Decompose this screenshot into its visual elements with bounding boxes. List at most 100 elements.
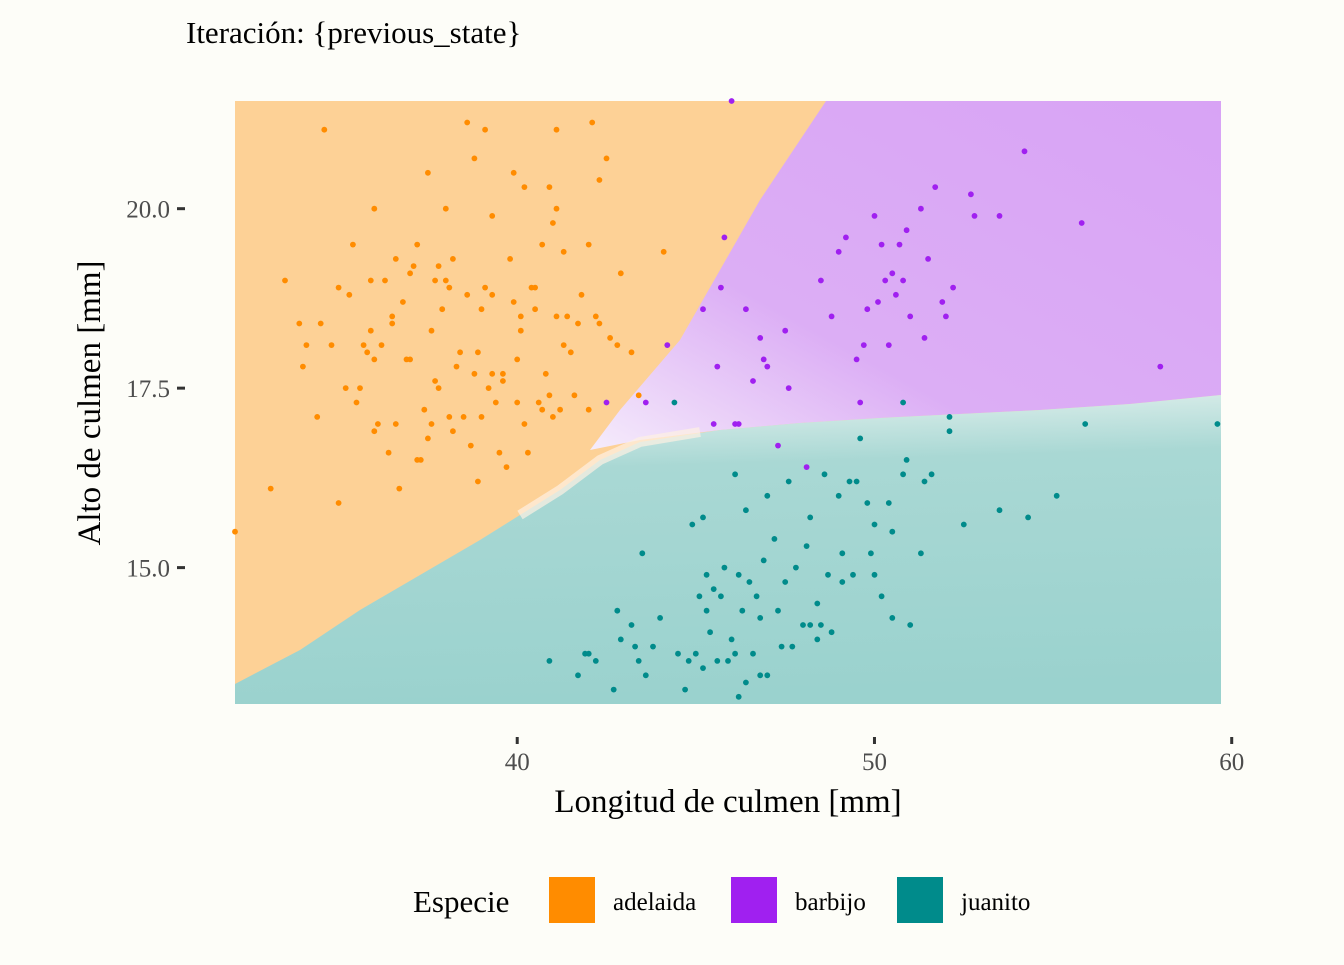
point-juanito (710, 586, 717, 592)
point-juanito (818, 622, 824, 628)
point-adelaida (442, 277, 449, 284)
point-adelaida (342, 385, 349, 391)
point-juanito (793, 564, 799, 571)
point-adelaida (489, 213, 496, 219)
point-adelaida (596, 177, 603, 183)
legend-label-juanito: juanito (960, 889, 1030, 916)
point-adelaida (521, 421, 528, 427)
point-juanito (757, 672, 764, 679)
point-adelaida (492, 399, 499, 406)
point-adelaida (478, 306, 485, 313)
point-adelaida (389, 313, 396, 320)
x-tick-label: 60 (1219, 749, 1244, 776)
point-juanito (864, 500, 871, 506)
point-juanito (682, 686, 688, 693)
point-adelaida (392, 421, 399, 427)
point-adelaida (475, 478, 481, 485)
point-adelaida (557, 406, 563, 413)
point-juanito (700, 665, 706, 671)
point-adelaida (532, 306, 538, 313)
point-adelaida (367, 277, 374, 284)
point-adelaida (535, 399, 542, 406)
point-adelaida (546, 184, 553, 191)
legend-swatch-adelaida (549, 877, 595, 923)
point-barbijo (843, 234, 849, 241)
point-adelaida (403, 356, 410, 363)
point-adelaida (589, 119, 596, 126)
point-barbijo (932, 184, 939, 191)
point-adelaida (357, 385, 363, 391)
point-barbijo (782, 327, 789, 334)
point-adelaida (553, 205, 560, 212)
x-tick-label: 40 (505, 749, 530, 776)
point-adelaida (432, 378, 438, 384)
point-juanito (789, 643, 796, 650)
point-barbijo (721, 234, 728, 241)
point-barbijo (750, 378, 756, 384)
point-adelaida (514, 399, 521, 406)
point-barbijo (864, 306, 871, 313)
point-adelaida (303, 342, 310, 348)
point-adelaida (564, 313, 571, 320)
point-adelaida (450, 256, 456, 262)
point-barbijo (996, 213, 1003, 219)
y-tick-label: 15.0 (126, 556, 170, 583)
point-barbijo (907, 313, 914, 320)
point-adelaida (428, 327, 435, 334)
point-adelaida (660, 248, 667, 255)
point-juanito (696, 593, 703, 600)
point-juanito (857, 435, 864, 442)
point-adelaida (371, 356, 378, 363)
point-adelaida (553, 126, 560, 133)
point-barbijo (971, 213, 978, 219)
point-barbijo (893, 291, 899, 298)
point-barbijo (603, 399, 610, 406)
point-adelaida (503, 464, 510, 470)
point-juanito (635, 658, 642, 664)
point-adelaida (482, 284, 488, 291)
point-adelaida (528, 284, 535, 291)
point-juanito (546, 658, 553, 664)
point-barbijo (835, 248, 842, 255)
point-adelaida (282, 277, 288, 284)
x-axis-title: Longitud de culmen [mm] (554, 784, 901, 820)
point-adelaida (542, 370, 549, 377)
point-barbijo (860, 342, 867, 348)
point-juanito (960, 521, 967, 528)
x-axis: 40 50 60 (505, 737, 1244, 776)
chart-title: Iteración: {previous_state} (186, 15, 521, 50)
point-adelaida (550, 220, 556, 226)
point-barbijo (803, 464, 810, 470)
point-barbijo (743, 306, 749, 313)
point-juanito (900, 471, 906, 478)
point-adelaida (428, 421, 435, 427)
point-barbijo (764, 363, 771, 370)
point-juanito (803, 543, 810, 549)
point-juanito (743, 679, 749, 686)
point-adelaida (617, 270, 624, 277)
point-juanito (725, 658, 731, 664)
point-adelaida (485, 385, 492, 391)
y-tick-label: 20.0 (126, 197, 170, 224)
point-barbijo (700, 306, 706, 313)
point-adelaida (350, 241, 356, 248)
point-juanito (807, 622, 814, 628)
point-juanito (753, 593, 760, 600)
point-adelaida (410, 263, 417, 269)
region-barbijo (590, 101, 1221, 450)
y-axis-title: Alto de culmen [mm] (72, 260, 108, 545)
point-juanito (1025, 514, 1031, 521)
point-barbijo (968, 191, 974, 198)
point-juanito (885, 500, 892, 506)
point-juanito (846, 478, 853, 485)
point-barbijo (875, 299, 881, 305)
legend-swatch-juanito (897, 877, 943, 923)
point-adelaida (464, 291, 471, 298)
point-barbijo (732, 421, 738, 427)
point-adelaida (382, 277, 388, 284)
point-juanito (642, 672, 649, 679)
point-barbijo (785, 385, 792, 391)
point-adelaida (414, 457, 421, 463)
point-barbijo (903, 227, 910, 234)
